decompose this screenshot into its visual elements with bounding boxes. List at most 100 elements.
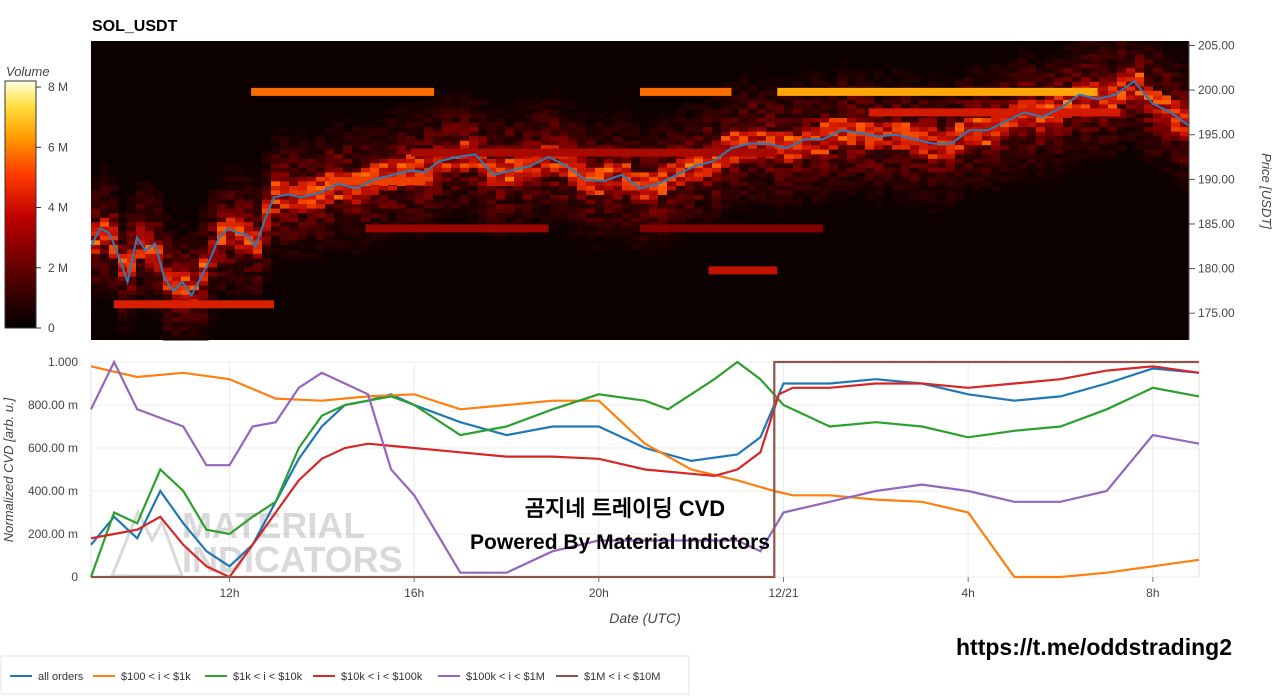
heatmap-cell	[568, 140, 578, 146]
heatmap-cell	[613, 127, 623, 133]
telegram-link[interactable]: https://t.me/oddstrading2	[956, 634, 1232, 660]
heatmap-cell	[739, 109, 749, 114]
heatmap-cell	[784, 195, 794, 200]
heatmap-cell	[1162, 81, 1172, 87]
heatmap-cell	[370, 186, 380, 191]
heatmap-cell	[919, 122, 929, 128]
heatmap-cell	[928, 172, 938, 178]
heatmap-cell	[1000, 95, 1010, 101]
heatmap-cell	[532, 208, 542, 214]
heatmap-cell	[784, 127, 794, 133]
heatmap-cell	[640, 145, 650, 151]
heatmap-cell	[1171, 50, 1181, 56]
heatmap-cell	[334, 149, 344, 155]
heatmap-cell	[946, 149, 956, 155]
heatmap-cell	[352, 222, 362, 228]
heatmap-cell	[1054, 118, 1064, 123]
heatmap-cell	[856, 72, 866, 78]
heatmap-cell	[118, 326, 128, 332]
heatmap-cell	[334, 136, 344, 142]
heatmap-cell	[901, 81, 911, 87]
heatmap-cell	[325, 172, 335, 178]
heatmap-cell	[1027, 154, 1037, 160]
heatmap-cell	[145, 222, 155, 228]
heatmap-cell	[883, 122, 893, 128]
heatmap-cell	[541, 154, 551, 160]
heatmap-cell	[217, 258, 227, 264]
heatmap-cell	[442, 109, 452, 114]
heatmap-cell	[1072, 136, 1082, 142]
heatmap-cell	[964, 167, 974, 173]
heatmap-cell	[640, 199, 650, 205]
heatmap-cell	[163, 335, 173, 341]
heatmap-cell	[910, 186, 920, 191]
heatmap-cell	[469, 118, 479, 123]
heatmap-cell	[127, 195, 137, 200]
heatmap-cell	[262, 172, 272, 178]
heatmap-cell	[856, 186, 866, 191]
heatmap-cell	[613, 131, 623, 137]
heatmap-cell	[1171, 86, 1181, 92]
heatmap-cell	[451, 127, 461, 133]
heatmap-cell	[928, 118, 938, 123]
heatmap-cell	[1027, 163, 1037, 169]
heatmap-cell	[766, 99, 776, 105]
heatmap-cell	[856, 163, 866, 169]
heatmap-cell	[658, 127, 668, 133]
heatmap-cell	[874, 118, 884, 123]
heatmap-cell	[199, 258, 209, 264]
heatmap-cell	[811, 186, 821, 191]
heatmap-cell	[1099, 90, 1109, 96]
heatmap-cell	[874, 81, 884, 87]
heatmap-cell	[1153, 158, 1163, 164]
heatmap-cell	[451, 217, 461, 223]
heatmap-cell	[1180, 176, 1190, 182]
heatmap-cell	[217, 195, 227, 200]
heatmap-cell	[838, 163, 848, 169]
heatmap-cell	[1153, 81, 1163, 87]
heatmap-cell	[730, 190, 740, 196]
heatmap-cell	[280, 222, 290, 228]
heatmap-cell	[1171, 149, 1181, 155]
heatmap-cell	[370, 231, 380, 237]
heatmap-cell	[1162, 50, 1172, 56]
heatmap-cell	[145, 181, 155, 187]
heatmap-cell	[784, 140, 794, 146]
heatmap-cell	[397, 235, 407, 241]
heatmap-cell	[442, 167, 452, 173]
heatmap-cell	[271, 235, 281, 241]
heatmap-cell	[118, 294, 128, 300]
heatmap-cell	[577, 136, 587, 142]
heatmap-cell	[874, 195, 884, 200]
heatmap-cell	[991, 149, 1001, 155]
heatmap-cell	[586, 181, 596, 187]
heatmap-cell	[847, 104, 857, 110]
heatmap-cell	[1171, 163, 1181, 169]
heatmap-cell	[586, 145, 596, 151]
heatmap-cell	[667, 122, 677, 128]
heatmap-cell	[730, 163, 740, 169]
heatmap-cell	[721, 186, 731, 191]
heatmap-cell	[271, 204, 281, 210]
heatmap-cell	[1153, 154, 1163, 160]
heatmap-cell	[928, 149, 938, 155]
heatmap-cell	[1117, 90, 1127, 96]
heatmap-cell	[1144, 109, 1154, 114]
heatmap-cell	[829, 149, 839, 155]
heatmap-cell	[649, 131, 659, 137]
heatmap-cell	[559, 176, 569, 182]
heatmap-cell	[262, 186, 272, 191]
heatmap-cell	[829, 99, 839, 105]
heatmap-cell	[226, 253, 236, 259]
heatmap-cell	[847, 99, 857, 105]
heatmap-cell	[856, 99, 866, 105]
heatmap-cell	[289, 226, 299, 232]
heatmap-cell	[415, 158, 425, 164]
heatmap-cell	[271, 244, 281, 250]
heatmap-cell	[694, 186, 704, 191]
heatmap-cell	[613, 186, 623, 191]
heatmap-cell	[235, 240, 245, 246]
heatmap-cell	[820, 149, 830, 155]
heatmap-cell	[667, 158, 677, 164]
heatmap-cell	[235, 222, 245, 228]
